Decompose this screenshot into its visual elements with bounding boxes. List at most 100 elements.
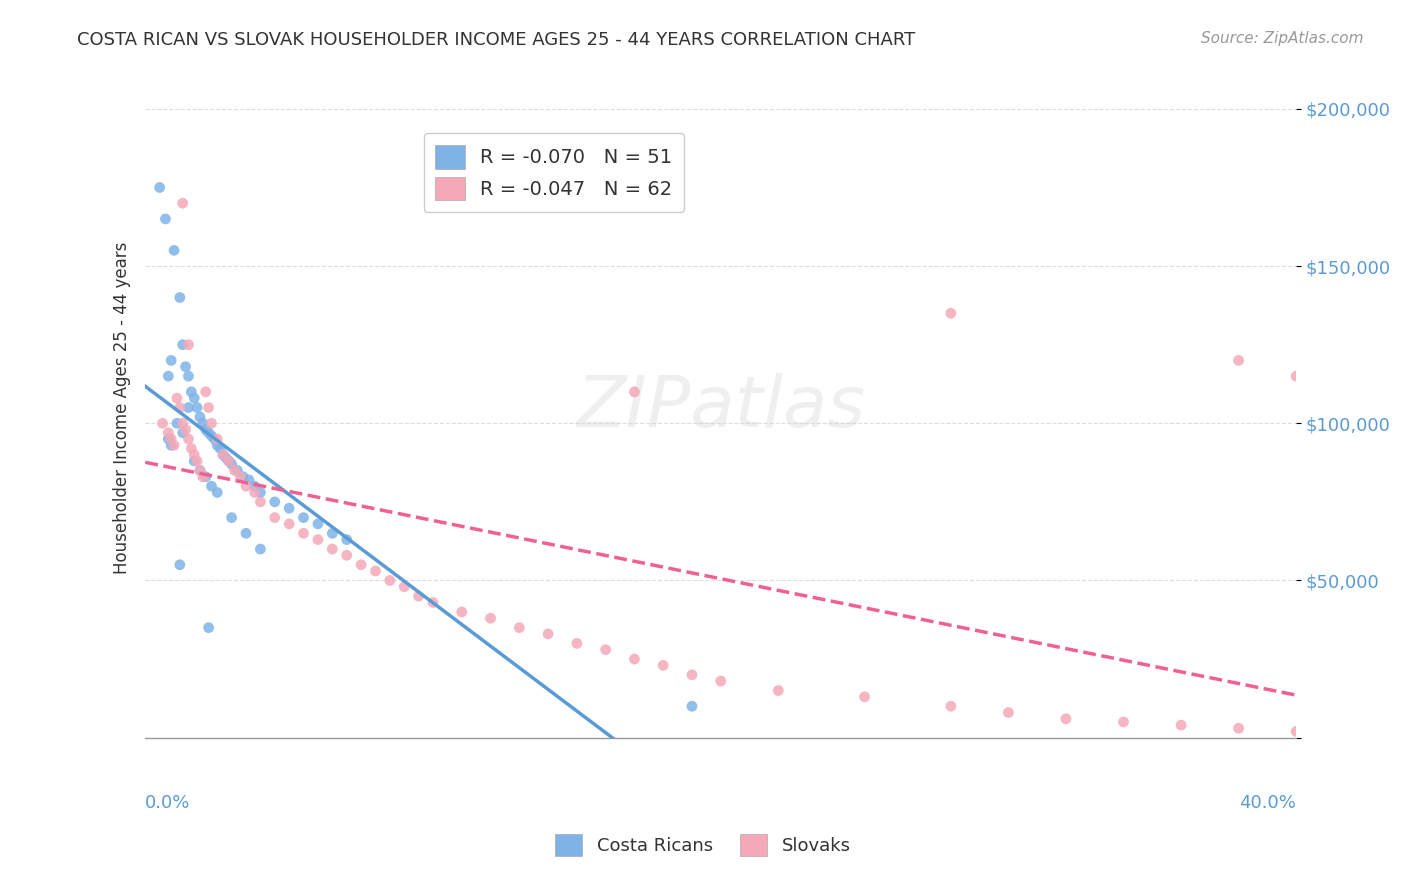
Point [194,469,217,483]
Point [350,558,373,572]
Point [149,180,172,194]
Point [408,589,430,603]
Text: 40.0%: 40.0% [1239,794,1296,813]
Point [232,469,254,483]
Point [1227,353,1250,368]
Point [292,510,315,524]
Point [681,699,703,714]
Point [212,448,235,462]
Point [172,425,194,440]
Point [224,463,246,477]
Point [209,442,232,456]
Point [278,516,301,531]
Point [226,463,249,477]
Point [180,384,202,399]
Point [180,442,202,456]
Point [243,479,266,493]
Point [450,605,472,619]
Point [157,369,180,384]
Point [172,196,194,211]
Point [710,674,733,689]
Point [853,690,876,704]
Text: 0.0%: 0.0% [145,794,191,813]
Point [229,469,252,483]
Point [160,353,183,368]
Point [623,652,645,666]
Point [249,542,271,557]
Point [1285,369,1308,384]
Point [235,479,257,493]
Point [186,454,208,468]
Point [186,401,208,415]
Point [160,438,183,452]
Point [278,501,301,516]
Point [1054,712,1077,726]
Point [157,432,180,446]
Point [364,564,387,578]
Point [160,432,183,446]
Point [321,526,343,541]
Text: COSTA RICAN VS SLOVAK HOUSEHOLDER INCOME AGES 25 - 44 YEARS CORRELATION CHART: COSTA RICAN VS SLOVAK HOUSEHOLDER INCOME… [77,31,915,49]
Point [197,425,219,440]
Point [238,473,260,487]
Point [939,699,962,714]
Point [183,448,205,462]
Point [157,425,180,440]
Point [939,306,962,320]
Point [249,495,271,509]
Point [191,469,214,483]
Point [336,533,359,547]
Point [221,510,243,524]
Point [169,291,191,305]
Point [1285,724,1308,739]
Point [263,495,285,509]
Point [200,429,222,443]
Point [212,448,235,462]
Point [595,642,617,657]
Point [177,401,200,415]
Point [194,384,217,399]
Point [200,479,222,493]
Point [623,384,645,399]
Point [194,423,217,437]
Point [177,369,200,384]
Point [172,417,194,431]
Point [166,417,188,431]
Point [307,516,329,531]
Y-axis label: Householder Income Ages 25 - 44 years: Householder Income Ages 25 - 44 years [114,242,131,574]
Point [1112,714,1135,729]
Point [249,485,271,500]
Point [508,621,530,635]
Point [207,438,229,452]
Point [215,450,238,465]
Point [177,337,200,351]
Point [163,438,186,452]
Point [152,417,174,431]
Point [263,510,285,524]
Point [169,401,191,415]
Point [155,211,177,226]
Point [681,668,703,682]
Legend: Costa Ricans, Slovaks: Costa Ricans, Slovaks [547,825,859,865]
Point [188,463,211,477]
Point [166,391,188,405]
Point [197,401,219,415]
Point [1170,718,1192,732]
Text: ZIPatlas: ZIPatlas [576,373,865,442]
Point [202,432,225,446]
Point [183,454,205,468]
Point [188,463,211,477]
Point [200,417,222,431]
Point [997,706,1019,720]
Point [191,417,214,431]
Point [172,337,194,351]
Point [243,485,266,500]
Point [652,658,675,673]
Point [479,611,502,625]
Point [422,595,444,609]
Point [188,409,211,424]
Point [221,457,243,471]
Point [537,627,560,641]
Point [321,542,343,557]
Point [169,558,191,572]
